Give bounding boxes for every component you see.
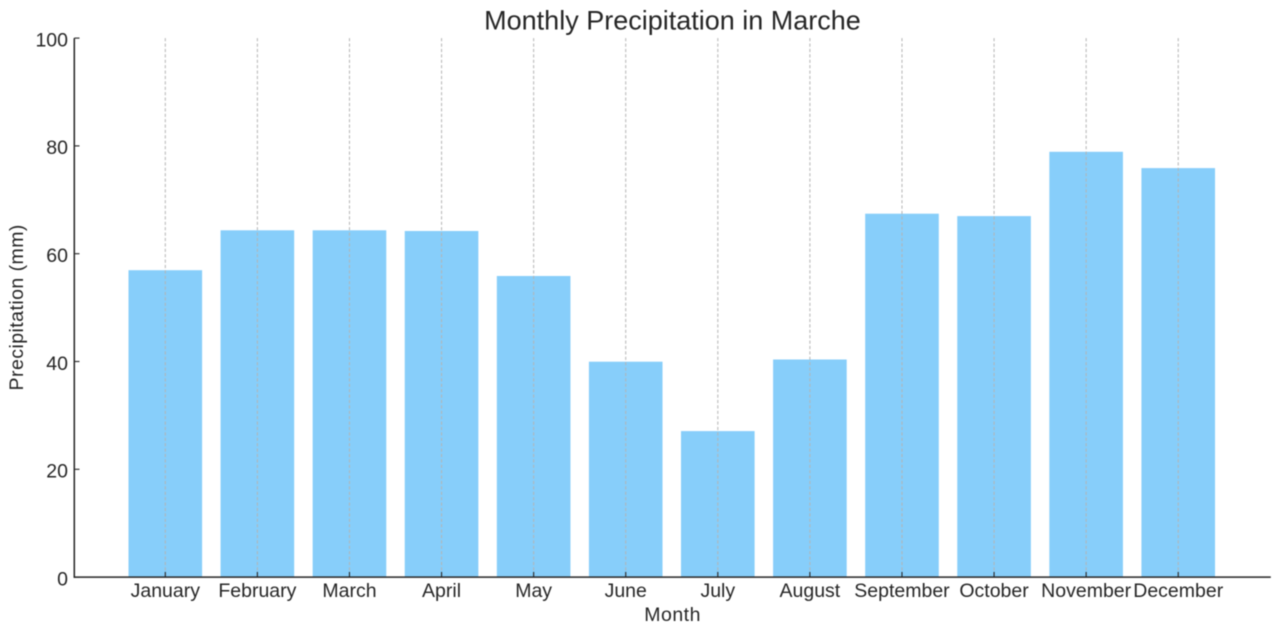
svg-text:Precipitation (mm): Precipitation (mm) [6,224,28,390]
svg-text:80: 80 [46,137,68,159]
svg-text:Monthly Precipitation in March: Monthly Precipitation in Marche [484,5,861,35]
svg-text:March: March [322,580,376,602]
svg-text:January: January [131,580,201,602]
svg-text:February: February [218,580,296,602]
svg-text:November: November [1041,580,1131,602]
svg-text:August: August [780,580,841,602]
svg-text:December: December [1133,580,1223,602]
svg-text:June: June [605,580,647,602]
svg-text:0: 0 [57,568,68,590]
svg-text:September: September [854,580,950,602]
svg-text:20: 20 [46,461,68,483]
svg-text:October: October [959,580,1029,602]
svg-text:May: May [515,580,552,602]
svg-text:60: 60 [46,245,68,267]
svg-text:July: July [700,580,735,602]
svg-text:Month: Month [644,604,701,626]
svg-text:100: 100 [35,29,68,51]
svg-text:April: April [422,580,461,602]
svg-text:40: 40 [46,353,68,375]
